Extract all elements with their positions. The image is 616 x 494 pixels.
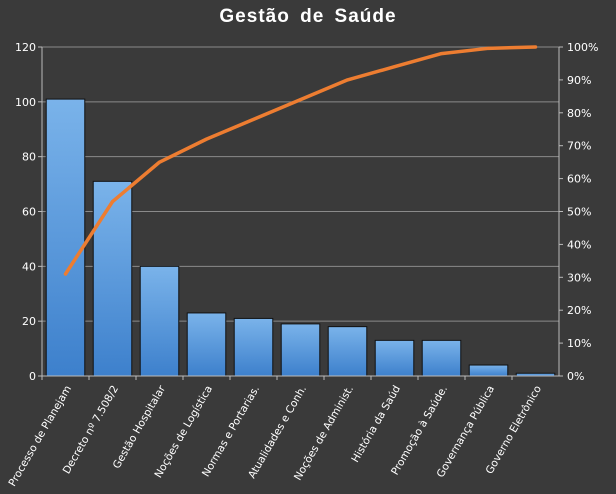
y-right-tick-label: 100%: [567, 41, 598, 54]
line-point: [64, 272, 67, 276]
y-left-tick-label: 40: [22, 260, 36, 273]
bar: [186, 312, 227, 377]
bars: [45, 98, 556, 377]
chart-title: Gestão de Saúde: [219, 6, 397, 27]
y-right-tick-label: 90%: [567, 74, 591, 87]
y-right-tick-label: 30%: [567, 271, 591, 284]
y-left-tick-label: 80: [22, 151, 36, 164]
y-right-tick-label: 0%: [567, 370, 584, 383]
line-point: [299, 98, 302, 102]
y-right-tick-label: 60%: [567, 173, 591, 186]
bar: [280, 323, 321, 377]
y-right-tick-label: 20%: [567, 304, 591, 317]
y-right-tick-label: 40%: [567, 238, 591, 251]
bar: [327, 326, 368, 377]
x-tick-label: Gestão Hospitalar: [111, 383, 169, 471]
line-point: [393, 65, 396, 69]
bar: [45, 98, 86, 377]
y-right-tick-label: 10%: [567, 337, 591, 350]
line-point: [158, 160, 161, 164]
y-right-tick-label: 70%: [567, 140, 591, 153]
bar: [421, 339, 462, 377]
bar: [233, 317, 274, 377]
line-point: [346, 78, 349, 82]
x-tick-label: História da Saúd: [349, 384, 403, 465]
bar: [468, 364, 509, 377]
cumulative-percentage-line: [63, 45, 538, 276]
y-left-tick-label: 60: [22, 206, 36, 219]
cumulative-line: [63, 45, 538, 276]
y-right-tick-label: 80%: [567, 107, 591, 120]
y-left-tick-label: 20: [22, 315, 36, 328]
line-point: [534, 45, 537, 49]
bar: [92, 180, 133, 377]
line-point: [252, 117, 255, 121]
bar: [374, 339, 415, 377]
line-point: [111, 200, 114, 204]
y-left-tick-label: 120: [15, 41, 36, 54]
line-point: [205, 137, 208, 141]
y-left-tick-label: 0: [29, 370, 36, 383]
line-point: [487, 46, 490, 50]
y-left-tick-label: 100: [15, 96, 36, 109]
bar: [139, 265, 180, 377]
y-right-tick-label: 50%: [567, 206, 591, 219]
x-tick-label: Governo Eletrônico: [484, 384, 544, 477]
line-point: [440, 52, 443, 56]
